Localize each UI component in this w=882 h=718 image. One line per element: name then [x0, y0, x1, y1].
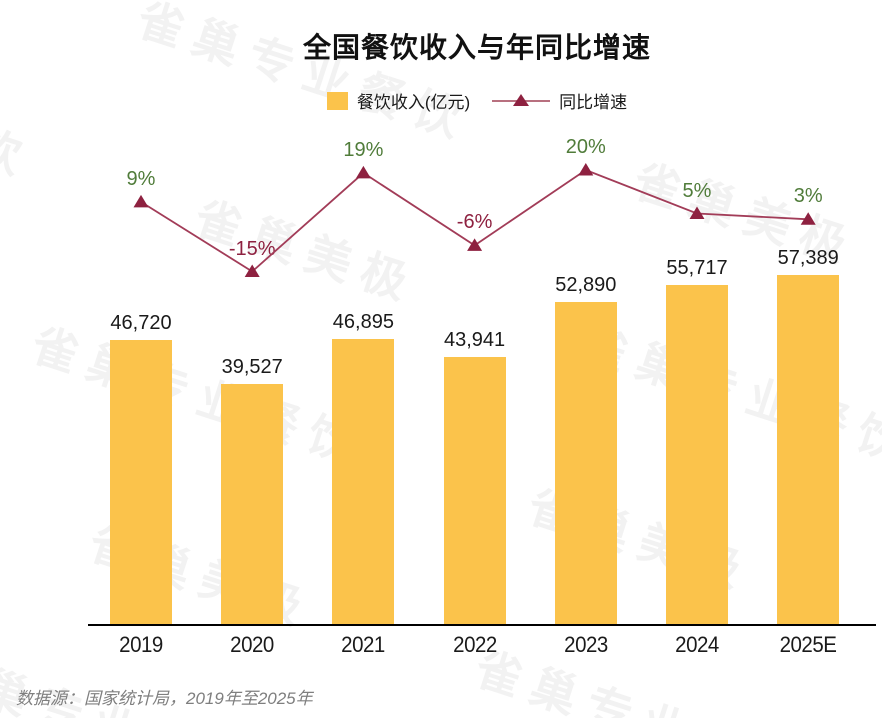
bar-2019	[110, 340, 172, 625]
bar-2020	[221, 384, 284, 625]
legend-bar-label: 餐饮收入(亿元)	[356, 93, 471, 112]
x-axis-label: 2021	[341, 632, 386, 657]
bar-value-label: 46,720	[110, 312, 172, 334]
legend-item-bar: 餐饮收入(亿元)	[326, 88, 471, 113]
line-marker-triangle	[689, 206, 705, 219]
growth-label: -6%	[456, 211, 493, 234]
x-axis-label: 2024	[675, 632, 719, 657]
growth-label: 3%	[793, 185, 823, 208]
legend-item-line: 同比增速	[492, 88, 627, 113]
bar-value-label: 39,527	[221, 356, 283, 378]
line-series-marker-icon	[492, 93, 551, 106]
line-marker-triangle	[467, 238, 483, 251]
chart-legend: 餐饮收入(亿元) 同比增速	[72, 88, 882, 113]
x-axis-line	[88, 624, 876, 626]
growth-label: 9%	[126, 167, 156, 190]
growth-label: 19%	[343, 138, 384, 161]
bar-value-label: 46,895	[332, 311, 394, 333]
x-axis-label: 2019	[119, 632, 163, 657]
bar-2025E	[777, 275, 840, 625]
bar-2023	[554, 302, 617, 625]
line-marker-triangle	[800, 212, 816, 225]
line-marker-triangle	[133, 194, 149, 208]
bar-2022	[443, 357, 506, 625]
bar-value-label: 55,717	[666, 257, 728, 279]
line-marker-triangle	[578, 163, 594, 176]
bar-value-label: 57,389	[777, 247, 839, 269]
legend-line-label: 同比增速	[559, 93, 628, 112]
x-axis-label: 2020	[230, 632, 275, 657]
x-axis-label: 2023	[563, 632, 608, 657]
bar-series-swatch-icon	[326, 91, 348, 110]
bar-2024	[666, 285, 728, 625]
x-axis-label: 2025E	[779, 632, 837, 657]
growth-label: 5%	[682, 179, 712, 202]
bar-2021	[332, 339, 395, 625]
growth-line	[140, 168, 809, 273]
growth-label: 20%	[565, 136, 606, 158]
line-marker-triangle	[244, 264, 260, 277]
x-axis-label: 2022	[452, 632, 497, 657]
bar-value-label: 43,941	[444, 329, 506, 351]
source-note: 数据源：国家统计局，2019年至2025年	[16, 689, 313, 708]
bar-value-label: 52,890	[555, 274, 617, 296]
chart-title: 全国餐饮收入与年同比增速	[302, 32, 651, 63]
line-marker-triangle	[355, 165, 371, 179]
growth-label: -15%	[228, 237, 276, 260]
